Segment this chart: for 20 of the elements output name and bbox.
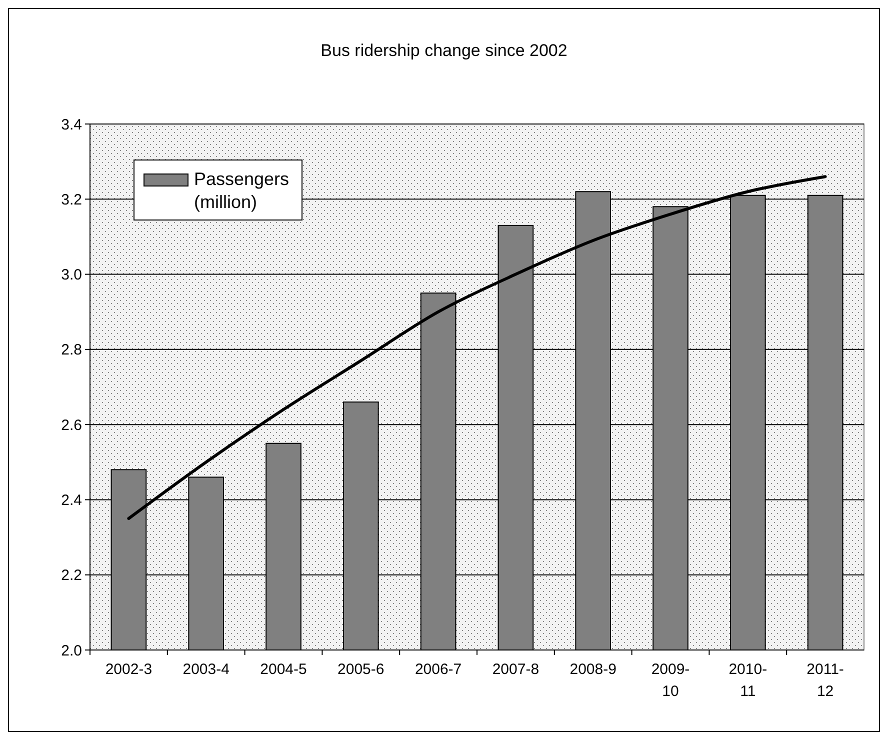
x-tick-label: 2004-5: [260, 661, 307, 678]
y-tick-label: 2.6: [61, 416, 82, 434]
y-tick-label: 2.8: [61, 342, 82, 359]
legend-label: Passengers (million): [194, 169, 290, 212]
x-tick-label: 2009-10: [651, 661, 690, 700]
y-tick-label: 3.2: [61, 191, 82, 208]
x-tick-label: 2008-9: [570, 661, 616, 678]
y-tick-label: 2.4: [61, 492, 82, 509]
x-tick-label: 2006-7: [414, 661, 462, 678]
y-tick-label: 2.2: [61, 567, 82, 584]
x-tick-label: 2002-3: [105, 661, 152, 678]
chart-title: Bus ridership change since 2002: [320, 41, 568, 60]
y-tick-label: 3.4: [61, 116, 82, 134]
x-tick-label: 2010-11: [728, 661, 768, 700]
y-tick-label: 2.0: [61, 642, 82, 660]
x-tick-label: 2003-4: [182, 661, 230, 678]
y-tick-label: 3.0: [61, 266, 82, 284]
x-tick-label: 2007-8: [492, 661, 540, 678]
x-tick-label: 2005-6: [338, 661, 384, 678]
x-tick-label: 2011-12: [806, 661, 844, 700]
